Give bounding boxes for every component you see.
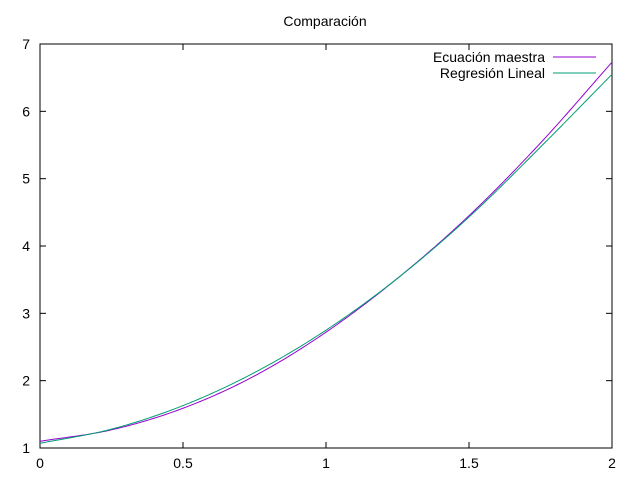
x-tick-label: 0 [36,455,44,471]
y-tick-label: 1 [22,440,30,456]
chart-title: Comparación [283,13,366,29]
legend-label-2: Regresión Lineal [440,65,545,81]
axis-ticks: 0 0.5 1 1.5 2 1 2 3 4 5 6 7 [22,36,616,471]
series-layer [39,61,613,444]
x-tick-label: 0.5 [173,455,193,471]
x-tick-label: 1 [322,455,330,471]
y-tick-label: 5 [22,171,30,187]
x-tick-label: 1.5 [459,455,479,471]
series-line-2 [39,73,613,444]
y-tick-label: 3 [22,305,30,321]
y-tick-label: 7 [22,36,30,52]
y-tick-label: 6 [22,103,30,119]
legend-label-1: Ecuación maestra [433,49,545,65]
y-tick-label: 2 [22,373,30,389]
x-tick-label: 2 [608,455,616,471]
series-line-1 [39,61,613,442]
plot-frame [39,43,613,449]
y-tick-label: 4 [22,238,30,254]
